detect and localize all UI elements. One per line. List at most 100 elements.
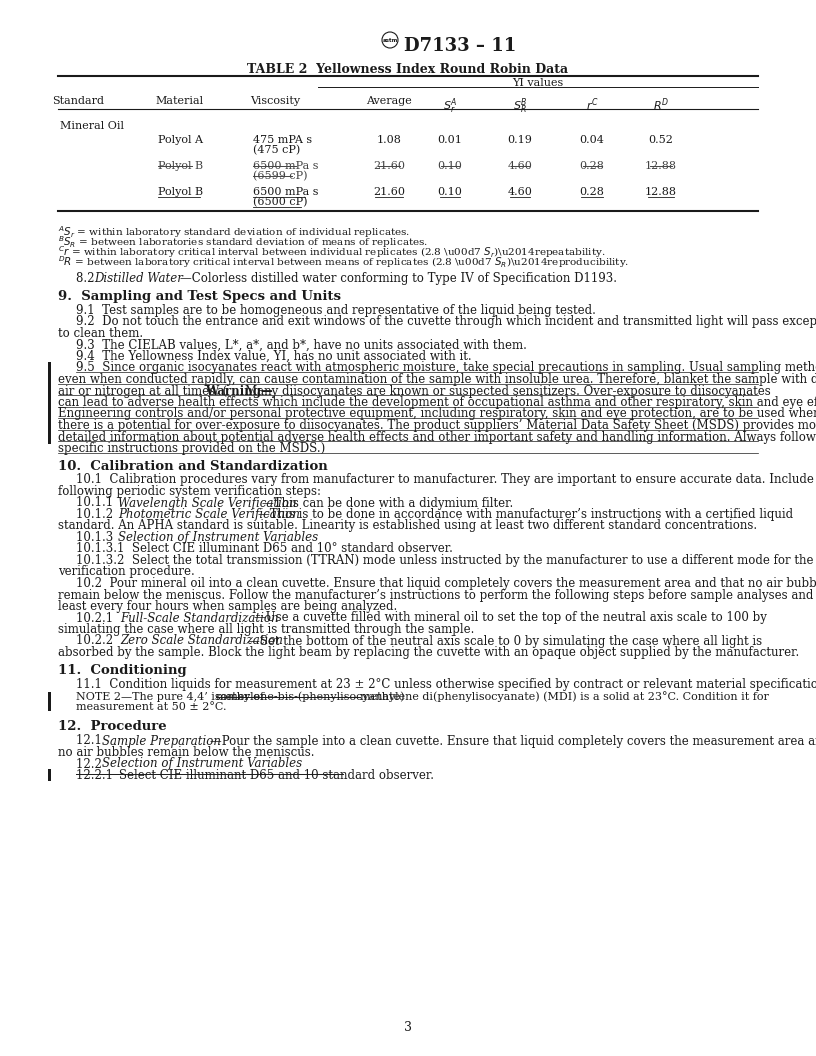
Bar — [48, 692, 51, 711]
Text: Material: Material — [156, 96, 204, 106]
Text: $R^D$: $R^D$ — [653, 96, 669, 113]
Text: 0.01: 0.01 — [437, 135, 463, 145]
Text: 10.2  Pour mineral oil into a clean cuvette. Ensure that liquid completely cover: 10.2 Pour mineral oil into a clean cuvet… — [76, 577, 816, 590]
Text: there is a potential for over-exposure to diisocyanates. The product suppliers’ : there is a potential for over-exposure t… — [58, 419, 816, 432]
Text: 0.52: 0.52 — [649, 135, 673, 145]
Text: Zero Scale Standardization: Zero Scale Standardization — [120, 635, 283, 647]
Text: absorbed by the sample. Block the light beam by replacing the cuvette with an op: absorbed by the sample. Block the light … — [58, 646, 799, 659]
Text: $r^C$: $r^C$ — [586, 96, 598, 113]
Text: 3: 3 — [404, 1021, 412, 1034]
Text: can lead to adverse health effects which include the development of occupational: can lead to adverse health effects which… — [58, 396, 816, 409]
Text: 12.1: 12.1 — [76, 735, 109, 748]
Text: 10.2.2: 10.2.2 — [76, 635, 121, 647]
Text: $^B$$S_R$ = between laboratories standard deviation of means of replicates.: $^B$$S_R$ = between laboratories standar… — [58, 234, 428, 250]
Text: 12.88: 12.88 — [645, 161, 677, 171]
Text: 10.1.2: 10.1.2 — [76, 508, 121, 521]
Text: TABLE 2  Yellowness Index Round Robin Data: TABLE 2 Yellowness Index Round Robin Dat… — [247, 63, 569, 76]
Text: 12.2: 12.2 — [76, 757, 109, 771]
Text: NOTE 2—The pure 4,4’ isomer of: NOTE 2—The pure 4,4’ isomer of — [76, 692, 268, 701]
Text: Mineral Oil: Mineral Oil — [60, 121, 124, 131]
Text: 0.10: 0.10 — [437, 187, 463, 197]
Text: Distilled Water: Distilled Water — [94, 272, 183, 285]
Text: Warning—: Warning— — [206, 384, 273, 397]
Text: $^C$$r$ = within laboratory critical interval between individual replicates (2.8: $^C$$r$ = within laboratory critical int… — [58, 244, 605, 260]
Text: 21.60: 21.60 — [373, 187, 405, 197]
Text: methylene-bis-(phenylisocyanate): methylene-bis-(phenylisocyanate) — [215, 692, 405, 702]
Text: 475 mPA s: 475 mPA s — [253, 135, 313, 145]
Text: Photometric Scale Verification: Photometric Scale Verification — [118, 508, 300, 521]
Text: 10.2.1: 10.2.1 — [76, 611, 121, 624]
Text: 21.60: 21.60 — [373, 161, 405, 171]
Text: —Pour the sample into a clean cuvette. Ensure that liquid completely covers the : —Pour the sample into a clean cuvette. E… — [210, 735, 816, 748]
Text: Sample Preparation: Sample Preparation — [102, 735, 221, 748]
Text: (475 cP): (475 cP) — [253, 145, 300, 155]
Text: 0.28: 0.28 — [579, 187, 605, 197]
Text: —This is to be done in accordance with manufacturer’s instructions with a certif: —This is to be done in accordance with m… — [258, 508, 793, 521]
Text: remain below the meniscus. Follow the manufacturer’s instructions to perform the: remain below the meniscus. Follow the ma… — [58, 588, 816, 602]
Text: $^D$$R$ = between laboratory critical interval between means of replicates (2.8 : $^D$$R$ = between laboratory critical in… — [58, 254, 629, 269]
Text: (6599 cP): (6599 cP) — [253, 171, 308, 182]
Text: 10.1.3: 10.1.3 — [76, 531, 121, 544]
Text: $^A$$S_r$ = within laboratory standard deviation of individual replicates.: $^A$$S_r$ = within laboratory standard d… — [58, 224, 410, 240]
Text: 10.1.3.1  Select CIE illuminant D65 and 10° standard observer.: 10.1.3.1 Select CIE illuminant D65 and 1… — [76, 543, 453, 555]
Text: —Colorless distilled water conforming to Type IV of Specification D1193.: —Colorless distilled water conforming to… — [180, 272, 617, 285]
Text: Viscosity: Viscosity — [250, 96, 300, 106]
Text: to clean them.: to clean them. — [58, 327, 143, 340]
Text: 10.1.3.2  Select the total transmission (TTRAN) mode unless instructed by the ma: 10.1.3.2 Select the total transmission (… — [76, 554, 814, 567]
Text: measurement at 50 ± 2°C.: measurement at 50 ± 2°C. — [76, 702, 227, 713]
Bar — [48, 361, 51, 444]
Text: following periodic system verification steps:: following periodic system verification s… — [58, 485, 321, 498]
Text: 4.60: 4.60 — [508, 161, 532, 171]
Text: Many diisocyanates are known or suspected sensitizers. Over-exposure to diisocya: Many diisocyanates are known or suspecte… — [245, 384, 771, 397]
Text: —Use a cuvette filled with mineral oil to set the top of the neutral axis scale : —Use a cuvette filled with mineral oil t… — [254, 611, 767, 624]
Text: standard. An APHA standard is suitable. Linearity is established using at least : standard. An APHA standard is suitable. … — [58, 520, 757, 532]
Text: 10.1  Calibration procedures vary from manufacturer to manufacturer. They are im: 10.1 Calibration procedures vary from ma… — [76, 473, 816, 487]
Text: 4.60: 4.60 — [508, 187, 532, 197]
Text: 8.2: 8.2 — [76, 272, 98, 285]
Text: 11.  Conditioning: 11. Conditioning — [58, 664, 187, 677]
Text: 11.1  Condition liquids for measurement at 23 ± 2°C unless otherwise specified b: 11.1 Condition liquids for measurement a… — [76, 678, 816, 691]
Text: 9.3  The CIELAB values, L*, a*, and b*, have no units associated with them.: 9.3 The CIELAB values, L*, a*, and b*, h… — [76, 339, 527, 352]
Text: 9.4  The Yellowness Index value, YI, has no unit associated with it.: 9.4 The Yellowness Index value, YI, has … — [76, 350, 472, 363]
Text: 10.  Calibration and Standardization: 10. Calibration and Standardization — [58, 459, 328, 472]
Text: 12.  Procedure: 12. Procedure — [58, 720, 166, 734]
Text: no air bubbles remain below the meniscus.: no air bubbles remain below the meniscus… — [58, 746, 314, 759]
Text: Selection of Instrument Variables: Selection of Instrument Variables — [102, 757, 302, 771]
Text: 9.5  Since organic isocyanates react with atmospheric moisture, take special pre: 9.5 Since organic isocyanates react with… — [76, 361, 816, 375]
Text: YI values: YI values — [512, 78, 564, 88]
Text: $S_r^A$: $S_r^A$ — [443, 96, 457, 115]
Text: D7133 – 11: D7133 – 11 — [404, 37, 517, 55]
Text: 12.88: 12.88 — [645, 187, 677, 197]
Text: (6500 cP): (6500 cP) — [253, 197, 308, 207]
Text: Polyol B: Polyol B — [158, 187, 203, 197]
Text: Engineering controls and/or personal protective equipment, including respiratory: Engineering controls and/or personal pro… — [58, 408, 816, 420]
Text: even when conducted rapidly, can cause contamination of the sample with insolubl: even when conducted rapidly, can cause c… — [58, 373, 816, 386]
Text: air or nitrogen at all times. (: air or nitrogen at all times. ( — [58, 384, 227, 397]
Text: 0.19: 0.19 — [508, 135, 532, 145]
Text: —Set the bottom of the neutral axis scale to 0 by simulating the case where all : —Set the bottom of the neutral axis scal… — [248, 635, 762, 647]
Text: Standard: Standard — [52, 96, 104, 106]
Text: 0.04: 0.04 — [579, 135, 605, 145]
Text: 9.2  Do not touch the entrance and exit windows of the cuvette through which inc: 9.2 Do not touch the entrance and exit w… — [76, 316, 816, 328]
Text: 9.  Sampling and Test Specs and Units: 9. Sampling and Test Specs and Units — [58, 290, 341, 303]
Text: —This can be done with a didymium filter.: —This can be done with a didymium filter… — [262, 496, 513, 509]
Text: least every four hours when samples are being analyzed.: least every four hours when samples are … — [58, 600, 397, 612]
Text: Full-Scale Standardization: Full-Scale Standardization — [120, 611, 278, 624]
Text: $S_R^B$: $S_R^B$ — [512, 96, 527, 115]
Text: detailed information about potential adverse health effects and other important : detailed information about potential adv… — [58, 431, 816, 444]
Text: 10.1.1: 10.1.1 — [76, 496, 121, 509]
Text: 12.2.1 Select CIE illuminant D65 and 10 standard observer.: 12.2.1 Select CIE illuminant D65 and 10 … — [76, 769, 434, 782]
Text: Average: Average — [366, 96, 412, 106]
Text: astm: astm — [383, 38, 397, 42]
Text: 0.28: 0.28 — [579, 161, 605, 171]
Text: simulating the case where all light is transmitted through the sample.: simulating the case where all light is t… — [58, 623, 474, 636]
Text: 6500 mPa s: 6500 mPa s — [253, 187, 318, 197]
Bar — [48, 769, 51, 780]
Text: 0.10: 0.10 — [437, 161, 463, 171]
Text: Selection of Instrument Variables: Selection of Instrument Variables — [118, 531, 318, 544]
Text: verification procedure.: verification procedure. — [58, 566, 195, 579]
Text: specific instructions provided on the MSDS.): specific instructions provided on the MS… — [58, 442, 326, 455]
Text: 9.1  Test samples are to be homogeneous and representative of the liquid being t: 9.1 Test samples are to be homogeneous a… — [76, 304, 596, 317]
Text: 1.08: 1.08 — [376, 135, 401, 145]
Text: 6500 mPa s: 6500 mPa s — [253, 161, 318, 171]
